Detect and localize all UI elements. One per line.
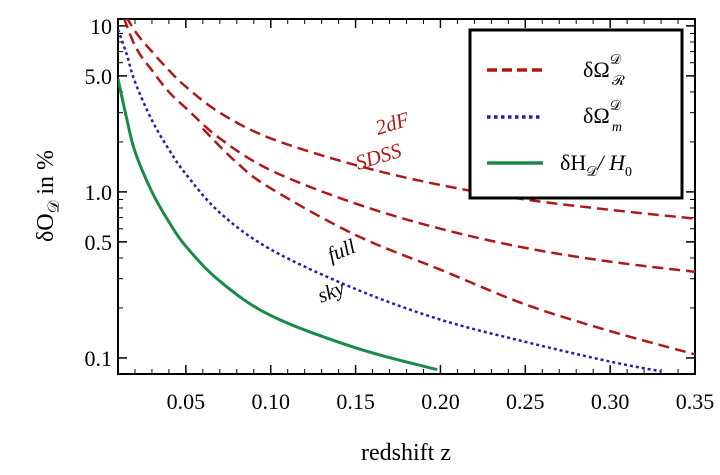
legend-label-domega-m: δΩ𝒟 m xyxy=(583,99,622,135)
y-tick-label: 5.0 xyxy=(85,64,113,89)
x-tick-label: 0.05 xyxy=(167,389,206,414)
y-axis-ticks: 0.1 0.5 1.0 5.0 10 xyxy=(85,14,695,371)
x-axis-label: redshift z xyxy=(361,440,451,466)
legend-label-dh: δH𝒟/ H0 xyxy=(560,150,632,180)
series-line-domegam-full-sky xyxy=(118,29,662,373)
y-tick-label: 0.5 xyxy=(85,230,113,255)
x-tick-label: 0.20 xyxy=(421,389,460,414)
annotation-sky: sky xyxy=(314,275,348,308)
series-line-sdss xyxy=(122,19,695,274)
legend: δΩ𝒟 ℛ δΩ𝒟 m δH𝒟/ H0 xyxy=(468,28,684,200)
series-line-full-sky xyxy=(201,127,695,356)
series-line-2df xyxy=(126,19,695,220)
y-tick-label: 0.1 xyxy=(85,346,113,371)
annotation-sdss: SDSS xyxy=(352,138,404,175)
x-tick-label: 0.10 xyxy=(251,389,290,414)
x-tick-label: 0.25 xyxy=(506,389,545,414)
x-tick-label: 0.35 xyxy=(676,389,715,414)
legend-label-domega-r: δΩ𝒟 ℛ xyxy=(583,53,625,89)
annotation-2df: 2dF xyxy=(372,107,412,140)
x-axis-ticks: 0.05 0.10 0.15 0.20 0.25 0.30 0.35 xyxy=(134,19,715,414)
y-axis-label: δO𝒟 in % xyxy=(33,150,63,242)
y-tick-label: 1.0 xyxy=(85,180,113,205)
y-tick-label: 10 xyxy=(90,14,112,39)
series-group xyxy=(118,19,695,373)
annotation-full: full xyxy=(324,234,359,267)
x-tick-label: 0.30 xyxy=(591,389,630,414)
legend-box xyxy=(468,28,684,200)
x-tick-label: 0.15 xyxy=(336,389,375,414)
series-line-dh-h0-full-sky xyxy=(118,78,438,372)
